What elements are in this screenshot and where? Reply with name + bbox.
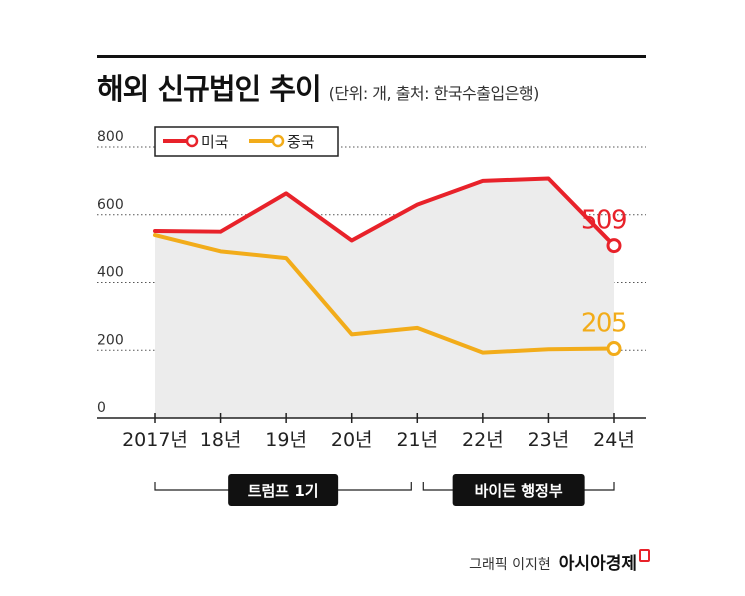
logo-mark-icon [639, 549, 650, 562]
end-value-label-1: 205 [581, 309, 626, 339]
period-label: 트럼프 1기 [248, 482, 319, 500]
area-fill [155, 178, 614, 418]
axes [97, 413, 646, 423]
series-line-1 [153, 233, 616, 355]
x-tick-label: 21년 [396, 429, 438, 451]
y-tick-0: 0 [97, 400, 106, 416]
end-marker-1 [606, 341, 622, 357]
series-line-0 [153, 176, 616, 248]
legend-label: 중국 [287, 133, 315, 151]
x-tick-label: 23년 [528, 429, 570, 451]
period-label-box [452, 474, 585, 506]
period-label-box [228, 474, 339, 506]
legend-box [154, 126, 339, 157]
area-under-us [155, 178, 614, 418]
x-tick-label: 24년 [593, 429, 635, 451]
period-label: 바이든 행정부 [475, 482, 563, 500]
credit-row: 그래픽 이지현 아시아경제 [469, 549, 650, 574]
y-tick-600: 600 [97, 197, 124, 213]
y-tick-200: 200 [97, 332, 124, 348]
end-marker-0 [606, 238, 622, 254]
publisher-logo: 아시아경제 [558, 554, 637, 574]
legend-label: 미국 [201, 133, 229, 151]
chart-subtitle: (단위: 개, 출처: 한국수출입은행) [328, 84, 540, 103]
legend-swatch-marker [271, 134, 285, 148]
legend-swatch-marker [185, 134, 199, 148]
tick-labels: 0 200 400 600 800 2017년 18년 19년 20년 21년 22년 23년 24년 [97, 129, 635, 451]
period-brackets: 트럼프 1기 바이든 행정부 [154, 474, 615, 506]
x-tick-label: 20년 [331, 429, 373, 451]
x-tick-label: 19년 [265, 429, 307, 451]
y-tick-800: 800 [97, 129, 124, 145]
title-row: 해외 신규법인 추이 (단위: 개, 출처: 한국수출입은행) [97, 66, 539, 108]
chart-title: 해외 신규법인 추이 [97, 72, 322, 106]
x-tick-label: 18년 [200, 429, 242, 451]
graphic-credit: 그래픽 이지현 [469, 557, 551, 573]
y-tick-400: 400 [97, 265, 124, 281]
series-lines: 509 205 [153, 176, 628, 357]
top-rule [97, 55, 646, 58]
x-tick-label: 22년 [462, 429, 504, 451]
x-tick-label: 2017년 [122, 429, 188, 451]
end-value-label-0: 509 [581, 206, 626, 236]
legend: 미국 중국 [154, 126, 339, 157]
